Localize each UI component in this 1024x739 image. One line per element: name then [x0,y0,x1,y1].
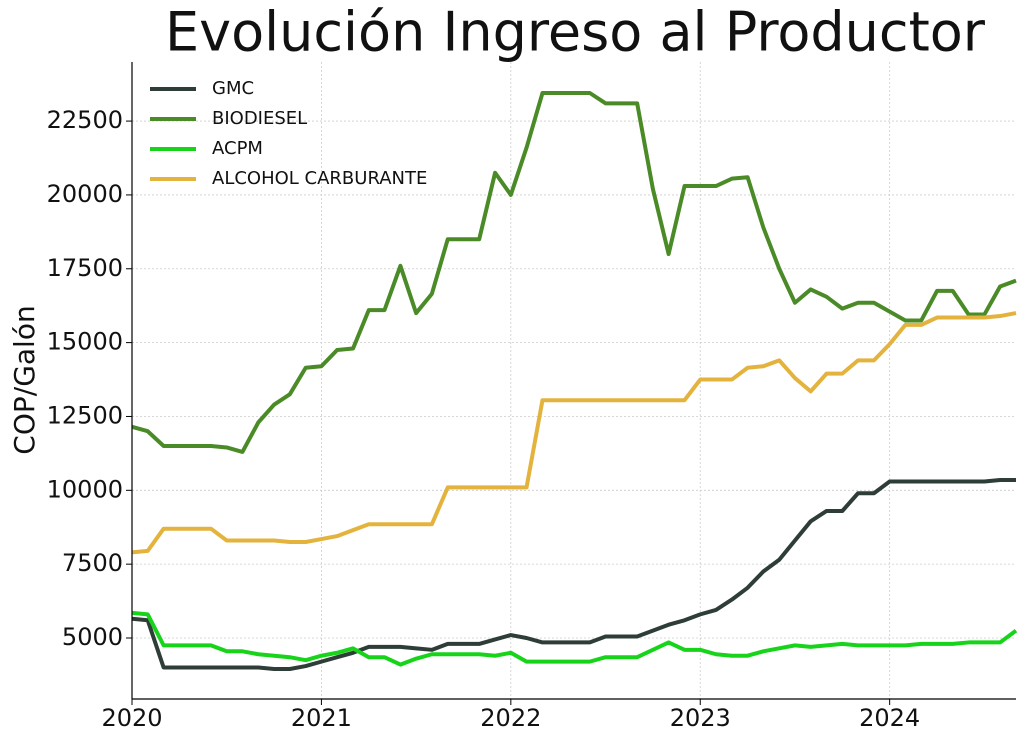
chart-title: Evolución Ingreso al Productor [165,1,986,64]
y-tick-label: 5000 [62,623,123,651]
x-tick-label: 2022 [480,704,541,732]
legend-label: GMC [212,78,254,99]
x-tick-label: 2021 [291,704,352,732]
series-line [131,477,1016,672]
y-axis-label: COP/Galón [8,305,41,454]
x-tick-label: 2024 [859,704,920,732]
y-tick-label: 12500 [47,401,123,429]
y-tick-label: 22500 [47,106,123,134]
series-line [131,311,1017,555]
legend-label: ACPM [212,138,263,159]
y-tick-label: 15000 [47,328,123,356]
y-tick-label: 17500 [47,254,123,282]
legend-label: ALCOHOL CARBURANTE [212,168,427,189]
y-tick-label: 20000 [47,180,123,208]
y-tick-label: 10000 [47,475,123,503]
x-tick-label: 2023 [670,704,731,732]
series-line [131,610,1018,667]
x-tick-label: 2020 [101,704,162,732]
legend-label: BIODIESEL [212,108,307,129]
y-tick-label: 7500 [62,549,123,577]
series-line [131,91,1017,454]
